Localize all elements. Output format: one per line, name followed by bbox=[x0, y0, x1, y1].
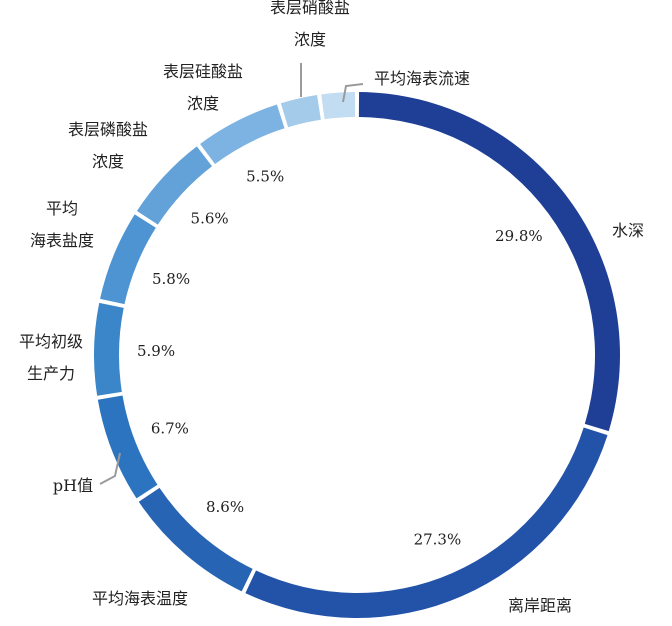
category-label-6: 表层磷酸盐浓度 bbox=[68, 120, 148, 171]
value-label-0: 29.8% bbox=[495, 227, 543, 245]
value-label-group: 29.8% 27.3% 8.6% 6.7% 5.9% 5.8% 5.6% 5.5% bbox=[137, 167, 543, 548]
category-label-1: 离岸距离 bbox=[508, 596, 572, 615]
value-label-2: 8.6% bbox=[206, 498, 244, 516]
leader-line-group bbox=[99, 63, 364, 485]
value-label-5: 5.8% bbox=[152, 270, 190, 288]
category-label-8-line-0: 表层硝酸盐 bbox=[270, 0, 350, 17]
category-label-7: 表层硅酸盐浓度 bbox=[163, 62, 243, 113]
slice-4 bbox=[94, 302, 124, 396]
slice-0 bbox=[358, 92, 620, 432]
value-label-1: 27.3% bbox=[414, 530, 462, 548]
category-label-3-line-0: pH值 bbox=[53, 476, 93, 495]
category-label-7-line-1: 浓度 bbox=[187, 94, 219, 113]
category-label-0-line-0: 水深 bbox=[612, 221, 644, 240]
slice-1 bbox=[245, 427, 608, 618]
category-label-2: 平均海表温度 bbox=[92, 589, 188, 608]
slice-8 bbox=[280, 95, 321, 128]
category-label-5: 平均海表盐度 bbox=[30, 199, 94, 250]
category-label-0: 水深 bbox=[612, 221, 644, 240]
slice-5 bbox=[100, 214, 156, 305]
slice-3 bbox=[97, 395, 158, 499]
category-label-2-line-0: 平均海表温度 bbox=[92, 589, 188, 608]
leader-line-3 bbox=[99, 452, 121, 485]
category-label-4: 平均初级生产力 bbox=[19, 332, 83, 383]
category-label-1-line-0: 离岸距离 bbox=[508, 596, 572, 615]
category-label-8: 表层硝酸盐浓度 bbox=[270, 0, 350, 49]
category-label-9: 平均海表流速 bbox=[374, 69, 470, 88]
value-label-7: 5.5% bbox=[246, 167, 284, 185]
slice-9 bbox=[321, 92, 356, 120]
category-label-9-line-0: 平均海表流速 bbox=[374, 69, 470, 88]
leader-line-9 bbox=[342, 83, 364, 103]
category-label-3: pH值 bbox=[53, 476, 93, 495]
category-label-6-line-0: 表层磷酸盐 bbox=[68, 120, 148, 139]
category-label-5-line-1: 海表盐度 bbox=[30, 231, 94, 250]
value-label-3: 6.7% bbox=[151, 420, 189, 438]
category-label-5-line-0: 平均 bbox=[46, 199, 78, 218]
category-label-group: 水深离岸距离平均海表温度pH值平均初级生产力平均海表盐度表层磷酸盐浓度表层硅酸盐… bbox=[19, 0, 644, 615]
slice-group bbox=[94, 92, 620, 618]
slice-7 bbox=[200, 104, 285, 165]
slice-6 bbox=[136, 146, 213, 225]
category-label-4-line-0: 平均初级 bbox=[19, 332, 83, 351]
slice-2 bbox=[138, 487, 253, 592]
category-label-8-line-1: 浓度 bbox=[294, 30, 326, 49]
value-label-4: 5.9% bbox=[137, 342, 175, 360]
category-label-6-line-1: 浓度 bbox=[92, 152, 124, 171]
value-label-6: 5.6% bbox=[191, 210, 229, 228]
category-label-7-line-0: 表层硅酸盐 bbox=[163, 62, 243, 81]
category-label-4-line-1: 生产力 bbox=[27, 364, 75, 383]
